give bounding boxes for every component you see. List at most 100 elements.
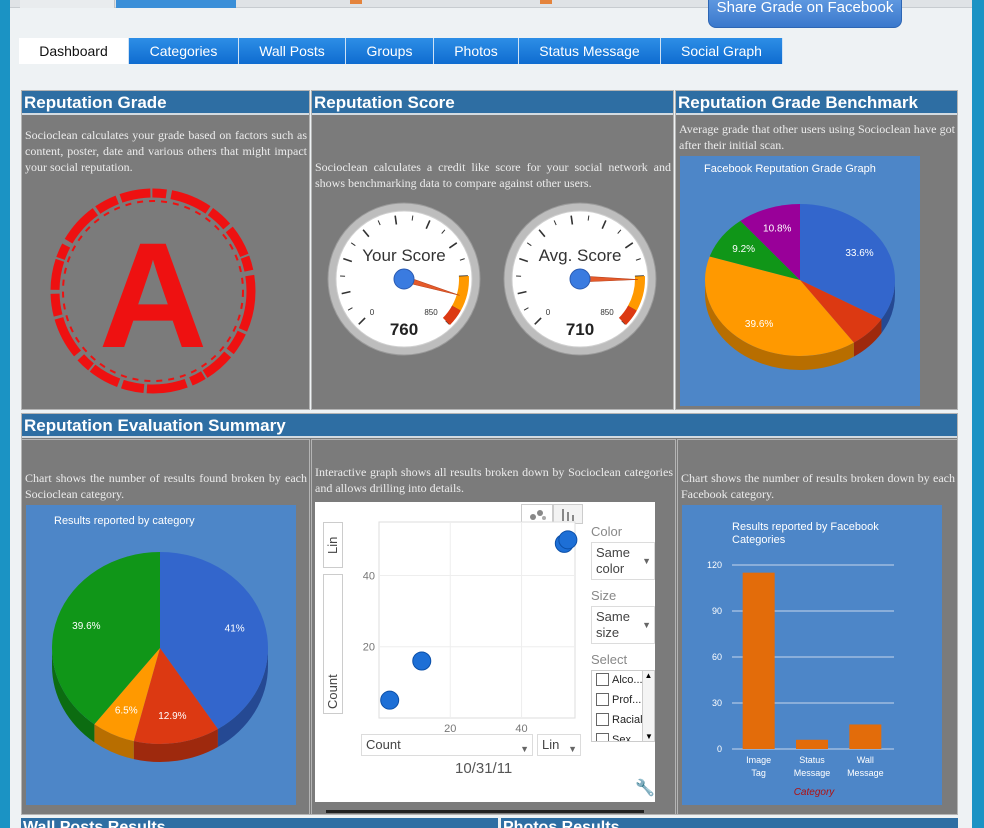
main-tab-bar: Dashboard Categories Wall Posts Groups P… (19, 38, 783, 64)
bar (796, 739, 828, 749)
pie-slice (705, 256, 854, 356)
x-axis-select[interactable]: Count ▼ (361, 734, 533, 756)
scroll-down-icon[interactable]: ▼ (645, 732, 653, 741)
gauge-hub (569, 268, 591, 290)
gauge-hub (393, 268, 415, 290)
benchmark-chart-title: Facebook Reputation Grade Graph (704, 163, 876, 175)
select-list-scrollbar[interactable]: ▲ ▼ (642, 671, 654, 741)
select-item[interactable]: Prof... (596, 693, 641, 706)
browser-tab[interactable] (20, 0, 115, 8)
checkbox[interactable] (596, 713, 609, 726)
plot-area (378, 521, 576, 719)
bar-view-icon (562, 509, 574, 521)
benchmark-title: Reputation Grade Benchmark (676, 91, 957, 115)
pie-slice (800, 280, 882, 343)
y-axis-select[interactable]: Count (323, 574, 343, 714)
gauge-tick (621, 320, 626, 325)
gauge-tick (570, 215, 574, 225)
chevron-down-icon: ▼ (520, 744, 529, 754)
wrench-icon[interactable]: 🔧 (635, 780, 655, 797)
y-tick-label: 60 (712, 652, 722, 662)
x-axis-select-value: Count (366, 737, 401, 752)
score-gauges: Your Score 0 850 760 Avg. Score 0 850 710 (327, 202, 657, 356)
facebook-category-panel: Chart shows the number of results broken… (677, 439, 958, 815)
pie-slice-label: 39.6% (72, 621, 100, 632)
tab-photos[interactable]: Photos (434, 38, 519, 64)
tab-social-graph[interactable]: Social Graph (661, 38, 783, 64)
benchmark-chart: Facebook Reputation Grade Graph 33.6% 39.… (680, 156, 920, 406)
category-results-panel: Chart shows the number of results found … (21, 439, 310, 815)
gauge-tick (538, 229, 546, 238)
benchmark-pie: 33.6% 39.6% 9.2% 10.8% (705, 204, 895, 370)
facebook-category-description: Chart shows the number of results broken… (681, 471, 955, 501)
color-select[interactable]: Same color ▼ (591, 542, 655, 580)
facebook-category-chart: Results reported by Facebook Categories … (682, 505, 942, 805)
checkbox[interactable] (596, 693, 609, 706)
x-tick-label: Status (799, 755, 825, 765)
select-item-label: Racial (612, 713, 643, 726)
x-axis-label: Category (794, 787, 836, 798)
checkbox[interactable] (596, 733, 609, 741)
pie-slice-label: 6.5% (115, 705, 138, 716)
photos-results-title: Photos Results (501, 818, 958, 828)
interactive-graph-panel: Interactive graph shows all results brok… (311, 439, 676, 815)
share-grade-facebook-button[interactable]: Share Grade on Facebook (708, 0, 902, 28)
y-tick-label: 90 (712, 606, 722, 616)
select-item[interactable]: Sex... (596, 733, 641, 742)
x-tick-label: Wall (857, 755, 874, 765)
gauge-tick (343, 257, 353, 263)
pie-slice-label: 9.2% (732, 244, 755, 255)
browser-page: Share Grade on Facebook Dashboard Catego… (10, 0, 972, 828)
motion-chart[interactable]: Lin Count 20 40 20 40 Color Same color ▼ Siz… (315, 502, 655, 802)
pie-slice (709, 220, 800, 280)
tab-dashboard[interactable]: Dashboard (19, 38, 129, 64)
pie-slice-side (217, 648, 268, 748)
scatter-point[interactable] (380, 690, 400, 710)
checkbox[interactable] (596, 673, 609, 686)
browser-tab-favicon (350, 0, 362, 4)
tab-categories[interactable]: Categories (129, 38, 239, 64)
gauge-tick (534, 317, 542, 325)
scatter-point[interactable] (558, 530, 578, 550)
x-tick-label: Tag (751, 768, 766, 778)
chevron-down-icon: ▼ (642, 556, 651, 566)
gauge-tick (347, 307, 353, 311)
select-label: Select (591, 652, 628, 667)
select-item[interactable]: Racial (596, 713, 643, 726)
tab-groups[interactable]: Groups (346, 38, 434, 64)
benchmark-description: Average grade that other users using Soc… (679, 122, 955, 152)
y-scale-select[interactable]: Lin (323, 522, 343, 568)
gauge-max-label: 850 (424, 308, 438, 317)
select-item[interactable]: Alco... (596, 673, 643, 686)
pie-slice-label: 10.8% (763, 223, 791, 234)
bubble-view-tab[interactable] (521, 504, 553, 524)
color-select-value: Same color (596, 545, 630, 576)
pie-slice-side (705, 280, 854, 370)
browser-tab-favicon (540, 0, 552, 4)
gauge-min-label: 0 (370, 308, 375, 317)
scatter-point[interactable] (412, 651, 432, 671)
scatter-plot[interactable]: 20 40 20 40 (349, 516, 579, 746)
gauge-band (442, 305, 461, 325)
y-tick-label: 30 (712, 698, 722, 708)
gauge-tick (425, 220, 431, 230)
scroll-up-icon[interactable]: ▲ (644, 671, 653, 680)
select-list[interactable]: Alco... Prof... Racial Sex... ▲ ▼ (591, 670, 655, 742)
select-item-label: Sex... (612, 733, 641, 742)
time-slider[interactable] (326, 810, 644, 813)
browser-tab-strip (10, 0, 972, 8)
x-scale-select[interactable]: Lin ▼ (537, 734, 581, 756)
reputation-grade-title: Reputation Grade (22, 91, 309, 115)
x-tick-label: 20 (444, 723, 456, 735)
browser-tab-active[interactable] (116, 0, 236, 8)
tab-wall-posts[interactable]: Wall Posts (239, 38, 346, 64)
select-item-label: Alco... (612, 673, 643, 686)
gauge-band (618, 305, 637, 325)
category-results-description: Chart shows the number of results found … (25, 471, 307, 501)
tab-status-message[interactable]: Status Message (519, 38, 661, 64)
facebook-category-bars: 0 30 60 90 120 Image Tag Status Message Wall Messa… (707, 560, 894, 798)
size-select[interactable]: Same size ▼ (591, 606, 655, 644)
gauge-label: Avg. Score (539, 246, 622, 265)
color-label: Color (591, 524, 623, 539)
bubble-view-icon (530, 510, 546, 520)
